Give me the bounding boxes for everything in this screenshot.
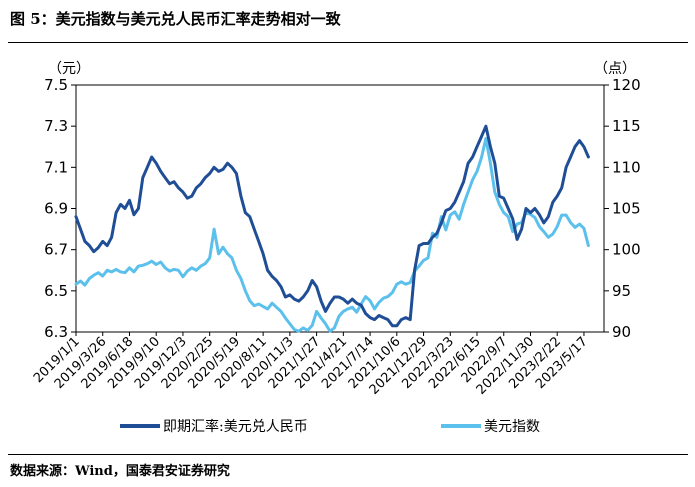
legend-label-usdcny: 即期汇率:美元兑人民币 (163, 418, 308, 435)
right-tick-label: 90 (612, 323, 631, 341)
series-layer (74, 124, 590, 333)
right-tick-label: 110 (612, 158, 641, 176)
left-tick-label: 7.3 (44, 117, 68, 135)
legend-label-dxy: 美元指数 (484, 419, 540, 435)
left-tick-label: 7.1 (44, 158, 68, 176)
data-source: 数据来源：Wind，国泰君安证券研究 (10, 464, 230, 479)
figure-title: 图 5：美元指数与美元兑人民币汇率走势相对一致 (10, 10, 341, 28)
series-line-dxy (74, 137, 590, 333)
right-axis-unit: （点） (594, 61, 636, 77)
left-axis-ticks: 7.5 7.3 7.1 6.9 6.7 6.5 6.3 (44, 76, 76, 341)
left-axis-unit: （元） (48, 61, 90, 77)
left-tick-label: 6.9 (44, 200, 68, 218)
bottom-divider (8, 454, 688, 455)
right-tick-label: 95 (612, 282, 631, 300)
x-axis-ticks: 2019/1/12019/3/262019/6/182019/9/102019/… (31, 332, 591, 398)
legend: 即期汇率:美元兑人民币 美元指数 (120, 418, 540, 435)
left-tick-label: 6.3 (44, 323, 68, 341)
right-tick-label: 120 (612, 76, 641, 94)
right-tick-label: 115 (612, 117, 641, 135)
left-tick-label: 6.7 (44, 241, 68, 259)
left-tick-label: 6.5 (44, 282, 68, 300)
right-tick-label: 105 (612, 200, 641, 218)
top-divider (8, 42, 688, 43)
right-tick-label: 100 (612, 241, 641, 259)
series-line-usdcny (74, 124, 590, 328)
right-axis-ticks: 120 115 110 105 100 95 90 (604, 76, 641, 341)
left-tick-label: 7.5 (44, 76, 68, 94)
